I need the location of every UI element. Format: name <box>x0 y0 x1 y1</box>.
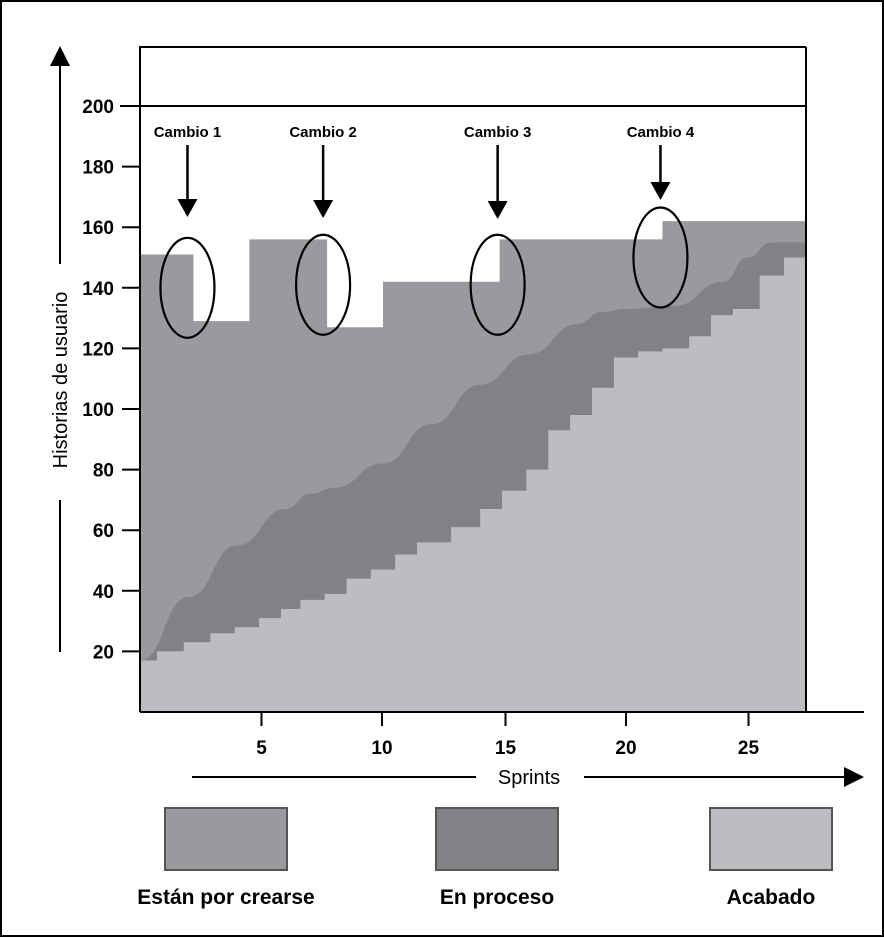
change-label: Cambio 2 <box>289 124 357 141</box>
y-tick-label: 200 <box>82 97 114 118</box>
y-tick-label: 40 <box>93 582 114 603</box>
x-tick-label: 15 <box>495 738 517 759</box>
x-tick-label: 10 <box>371 738 392 759</box>
x-arrow-head-icon <box>844 767 864 787</box>
change-ellipse <box>469 233 526 336</box>
y-axis-title: Historias de usuario <box>50 292 72 469</box>
y-tick-label: 60 <box>93 521 114 542</box>
x-axis-title: Sprints <box>498 767 560 789</box>
area-done <box>140 257 806 712</box>
legend-swatch-in-progress <box>435 807 559 871</box>
y-tick-label: 100 <box>82 400 114 421</box>
change-label: Cambio 3 <box>464 124 532 141</box>
change-label: Cambio 1 <box>154 124 222 141</box>
y-tick-label: 160 <box>82 218 114 239</box>
change-ellipse <box>159 236 216 339</box>
y-tick-label: 120 <box>82 339 114 360</box>
change-annotation: Cambio 3 <box>464 124 532 336</box>
y-arrow-head-icon <box>50 46 70 66</box>
x-tick-label: 25 <box>738 738 760 759</box>
change-arrow-head-icon <box>313 200 334 218</box>
x-tick-label: 20 <box>615 738 636 759</box>
legend-label-in-progress: En proceso <box>440 886 554 909</box>
change-annotation: Cambio 4 <box>627 124 695 309</box>
change-label: Cambio 4 <box>627 124 695 141</box>
y-tick-label: 20 <box>93 642 114 663</box>
legend-swatch-done <box>709 807 833 871</box>
x-tick-label: 5 <box>256 738 267 759</box>
change-ellipse <box>632 206 689 309</box>
change-ellipse <box>295 233 352 336</box>
y-tick-label: 80 <box>93 461 114 482</box>
change-arrow-head-icon <box>177 199 198 217</box>
legend-swatch-pending <box>164 807 288 871</box>
change-annotation: Cambio 2 <box>289 124 357 336</box>
y-tick-label: 180 <box>82 158 114 179</box>
change-arrow-head-icon <box>650 182 671 200</box>
legend-label-pending: Están por crearse <box>137 886 314 909</box>
legend-label-done: Acabado <box>727 886 816 909</box>
y-tick-label: 140 <box>82 279 114 300</box>
change-annotation: Cambio 1 <box>154 124 222 339</box>
change-arrow-head-icon <box>487 201 508 219</box>
